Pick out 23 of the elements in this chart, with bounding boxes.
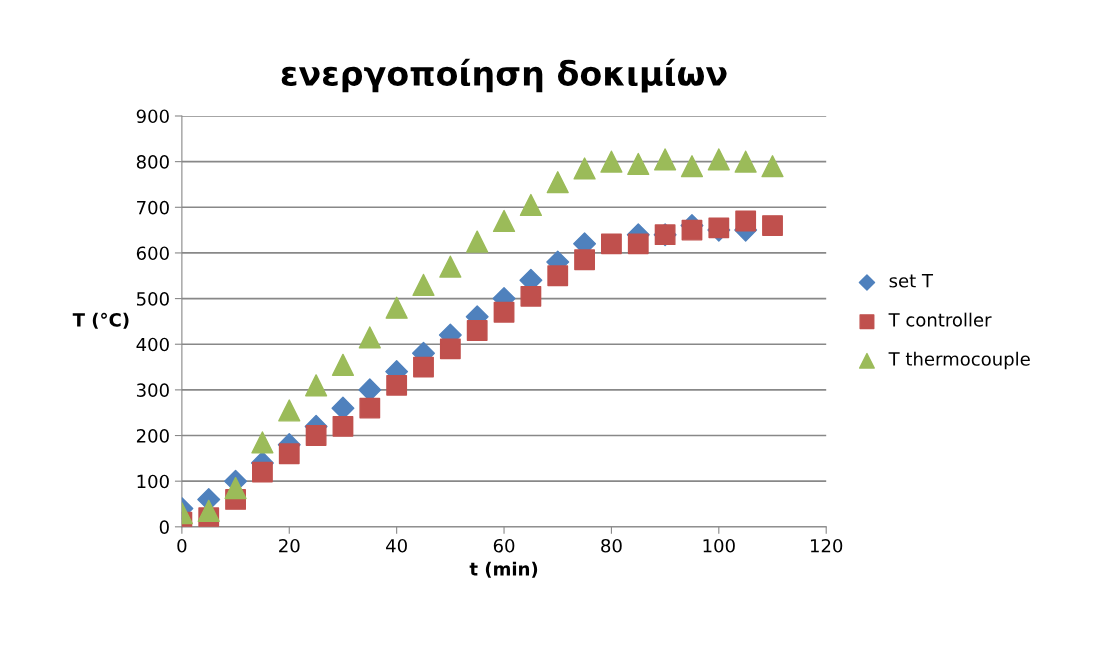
y-axis-title: T (°C) [72, 312, 129, 329]
y-tick-label: 0 [159, 520, 169, 534]
y-tick-label: 200 [136, 428, 169, 443]
x-tick-label: 40 [386, 538, 407, 553]
y-tick-label: 500 [137, 292, 169, 306]
y-tick-label: 600 [136, 246, 169, 261]
chart-title: ενεργοποίηση δοκιμίων [281, 58, 727, 93]
legend-label: set T [889, 274, 934, 288]
y-tick-label: 700 [137, 200, 169, 215]
x-tick-label: 120 [810, 538, 843, 553]
y-tick-label: 300 [136, 383, 169, 397]
x-tick-label: 20 [279, 538, 300, 553]
y-tick-label: 800 [136, 155, 169, 169]
x-axis-title: t (min) [469, 561, 538, 578]
y-tick-label: 100 [137, 474, 169, 489]
y-tick-label: 900 [136, 109, 169, 124]
y-tick-label: 400 [136, 337, 169, 352]
x-tick-label: 60 [493, 538, 515, 553]
x-tick-label: 100 [703, 538, 735, 553]
legend-label: T thermocouple [888, 351, 1030, 370]
x-tick-label: 80 [601, 538, 622, 553]
legend-label: T controller [888, 312, 992, 327]
x-tick-label: 0 [177, 538, 187, 553]
